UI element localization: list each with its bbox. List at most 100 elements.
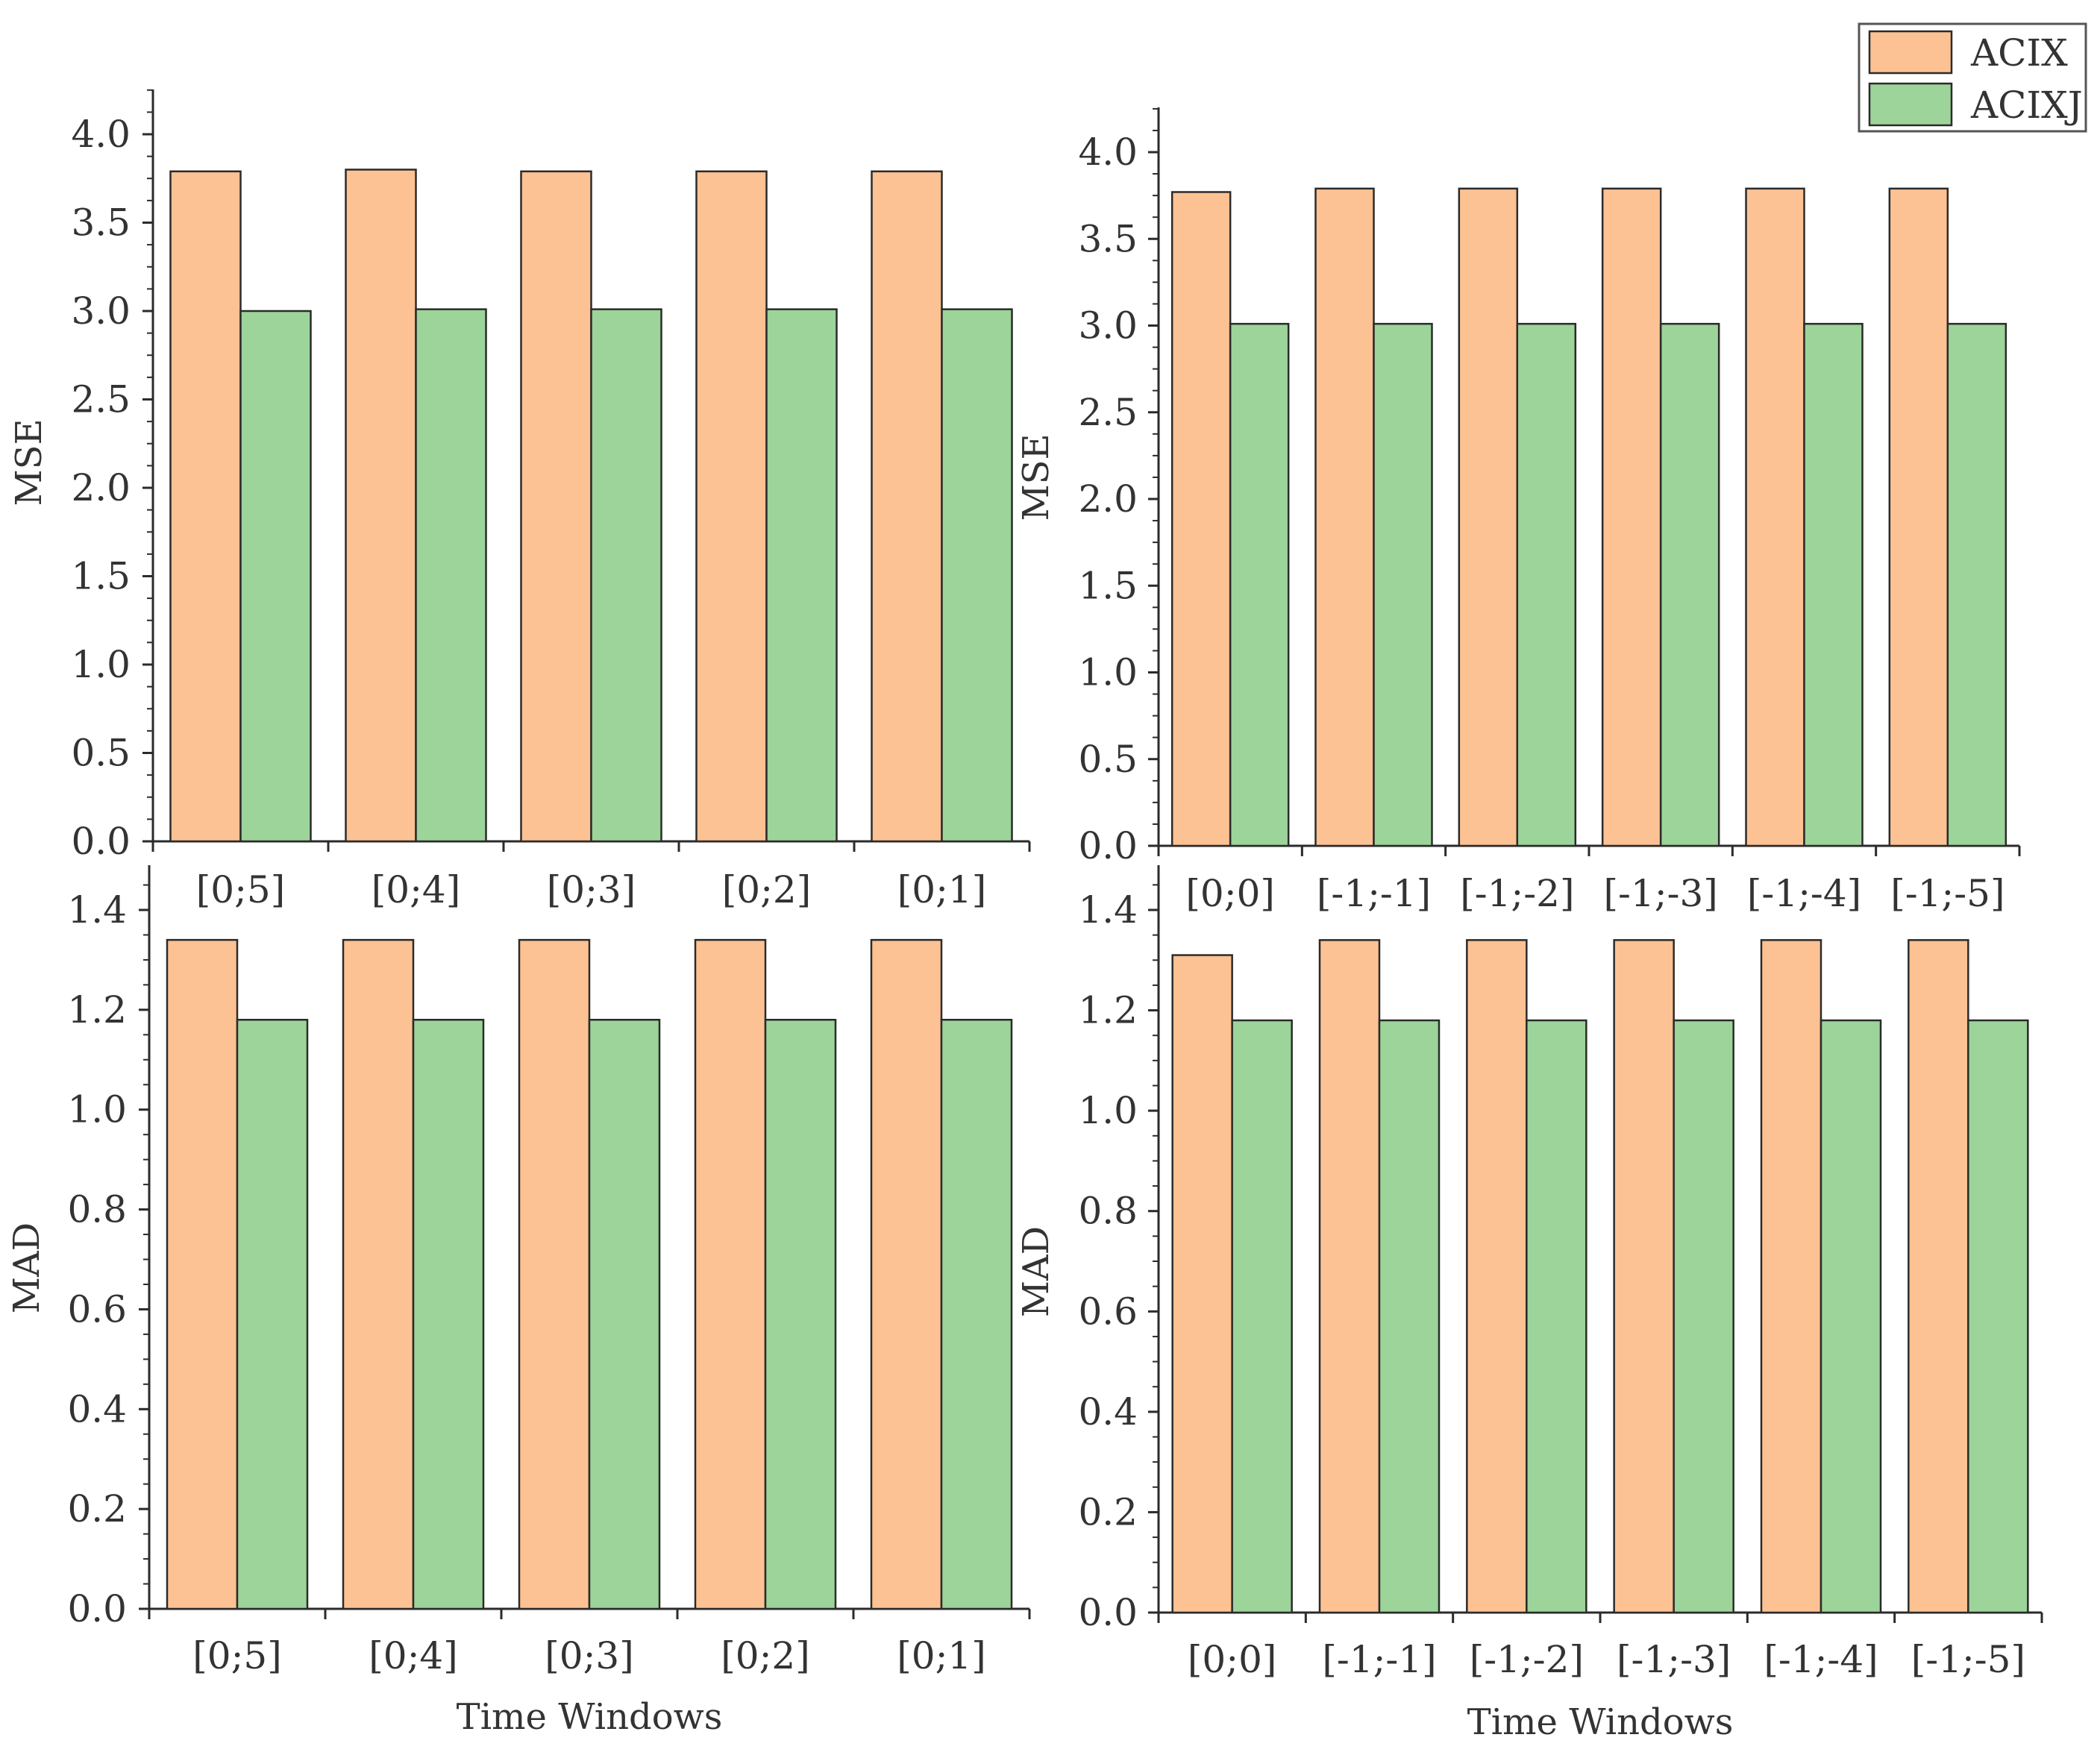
y-tick-label: 0.8 [1078, 1190, 1138, 1233]
legend-swatch-acixj [1868, 82, 1953, 127]
y-tick-label: 0.4 [1078, 1390, 1138, 1434]
x-tick-label: [-1;-4] [1764, 1638, 1878, 1681]
y-tick-label: 1.2 [67, 988, 127, 1032]
y-tick-label: 0.4 [67, 1387, 127, 1431]
bar-acix-2 [1466, 939, 1528, 1614]
bar-acixj-3 [1659, 322, 1720, 847]
legend: ACIX ACIXJ [1858, 22, 2087, 133]
y-tick-label: 1.0 [71, 643, 131, 686]
bar-acix-4 [870, 938, 943, 1610]
bar-acix-1 [1318, 939, 1381, 1614]
panel-bottom-left-mad: 0.0 0.2 0.4 0.6 0.8 1.0 1.2 1.4 [0;5] [0;4] [0;3] [… [6, 865, 1031, 1738]
bar-acix-3 [694, 938, 767, 1610]
bar-acix-1 [342, 938, 415, 1610]
y-tick-label: 2.0 [1078, 477, 1138, 521]
bar-acixj-4 [940, 1018, 1013, 1610]
bar-acixj-1 [1373, 322, 1433, 847]
x-tick-label: [0;0] [1188, 1638, 1276, 1681]
bar-acixj-0 [1229, 322, 1290, 847]
bar-acixj-3 [765, 308, 838, 843]
y-tick-label: 1.5 [71, 555, 131, 598]
y-tick-label: 0.0 [71, 820, 131, 863]
bar-acixj-1 [415, 308, 487, 843]
bar-acixj-2 [588, 1018, 661, 1610]
bar-acixj-3 [1673, 1019, 1734, 1614]
x-tick-label: [0;0] [1185, 872, 1274, 915]
bar-acix-2 [1458, 187, 1519, 847]
x-axis-title: Time Windows [457, 1696, 723, 1738]
bar-acixj-0 [239, 310, 312, 843]
bar-acix-3 [695, 170, 768, 843]
y-tick-label: 0.8 [67, 1188, 127, 1231]
bar-acix-5 [1908, 939, 1969, 1614]
y-tick-label: 1.0 [67, 1088, 127, 1131]
y-tick-label: 3.0 [1078, 304, 1138, 348]
bar-acixj-5 [1967, 1019, 2029, 1614]
bar-acixj-3 [764, 1018, 837, 1610]
y-tick-label: 1.0 [1078, 651, 1138, 694]
x-tick-label: [-1;-2] [1460, 872, 1574, 915]
y-tick-label: 4.0 [71, 113, 131, 156]
x-tick-label: [0;4] [372, 868, 460, 911]
bar-acix-3 [1613, 939, 1675, 1614]
bar-acix-0 [1170, 191, 1232, 847]
legend-swatch-acix [1868, 30, 1953, 75]
y-tick-label: 0.6 [67, 1287, 127, 1331]
y-tick-label: 0.6 [1078, 1290, 1138, 1333]
bar-acixj-1 [412, 1018, 485, 1610]
x-tick-label: [-1;-1] [1322, 1638, 1436, 1681]
y-axis-title: MSE [8, 418, 50, 506]
y-tick-label: 3.5 [1078, 217, 1138, 260]
x-tick-label: [0;1] [897, 1634, 985, 1677]
y-axis-title: MAD [1015, 1226, 1057, 1317]
bar-acix-0 [1171, 954, 1233, 1614]
bar-acixj-0 [1231, 1019, 1293, 1614]
panel-bottom-right-mad: 0.0 0.2 0.4 0.6 0.8 1.0 1.2 1.4 [0;0] [-1;-1] [-1;… [1015, 865, 2043, 1743]
x-tick-label: [-1;-4] [1747, 872, 1861, 915]
y-tick-label: 3.5 [71, 201, 131, 245]
y-tick-label: 0.0 [67, 1587, 127, 1630]
bar-acix-3 [1601, 187, 1662, 847]
y-tick-label: 0.5 [71, 732, 131, 775]
x-tick-label: [-1;-1] [1317, 872, 1431, 915]
y-tick-label: 0.0 [1078, 1591, 1138, 1634]
bar-acix-0 [169, 170, 242, 843]
y-tick-label: 0.2 [67, 1487, 127, 1531]
y-tick-label: 1.2 [1078, 989, 1138, 1032]
bar-acix-2 [520, 170, 592, 843]
x-tick-label: [0;5] [192, 1634, 281, 1677]
y-tick-label: 2.0 [71, 466, 131, 509]
x-tick-label: [-1;-2] [1470, 1638, 1584, 1681]
bar-acixj-4 [1820, 1019, 1882, 1614]
y-tick-label: 2.5 [1078, 391, 1138, 434]
y-tick-label: 0.0 [1078, 824, 1138, 867]
legend-label-acix: ACIX [1970, 31, 2068, 75]
bar-acix-4 [871, 170, 943, 843]
x-tick-label: [-1;-5] [1890, 872, 2005, 915]
y-tick-label: 4.0 [1078, 131, 1138, 174]
x-tick-label: [-1;-5] [1911, 1638, 2025, 1681]
x-tick-label: [-1;-3] [1604, 872, 1718, 915]
panel-top-right-mse: 0.0 0.5 1.0 1.5 2.0 2.5 3.0 3.5 4.0 [0;0] [-1;-1] [… [1015, 107, 2021, 915]
x-tick-label: [0;4] [369, 1634, 457, 1677]
bar-acixj-4 [941, 308, 1013, 843]
x-tick-label: [0;3] [547, 868, 636, 911]
y-tick-label: 1.4 [67, 888, 127, 932]
bar-acix-0 [166, 938, 239, 1610]
bar-acixj-2 [590, 308, 662, 843]
y-tick-label: 0.2 [1078, 1490, 1138, 1533]
bar-acixj-4 [1803, 322, 1864, 847]
bar-acix-5 [1888, 187, 1949, 847]
bar-acixj-2 [1526, 1019, 1587, 1614]
x-tick-label: [-1;-3] [1617, 1638, 1731, 1681]
bar-acixj-2 [1516, 322, 1577, 847]
y-axis-title: MSE [1015, 433, 1057, 521]
y-tick-label: 1.4 [1078, 888, 1138, 932]
bar-acixj-5 [1946, 322, 2007, 847]
y-tick-label: 0.5 [1078, 738, 1138, 781]
x-tick-label: [0;2] [722, 868, 811, 911]
bar-acix-4 [1745, 187, 1805, 847]
y-tick-label: 3.0 [71, 289, 131, 333]
bar-acix-1 [1314, 187, 1375, 847]
